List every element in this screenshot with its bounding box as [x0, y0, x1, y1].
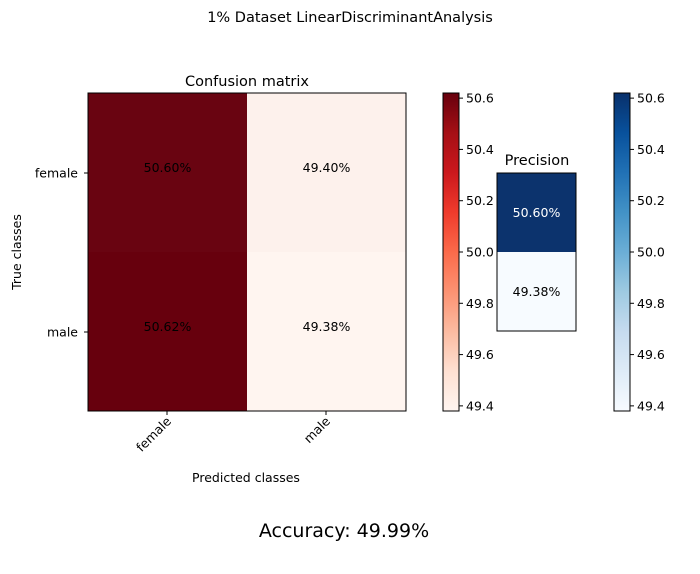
confusion-colorbar-ticks: 49.4 49.6 49.8 50.0 50.2 50.4 50.6: [459, 91, 494, 413]
precision-cell-1: [497, 252, 576, 331]
y-tick-label-female: female: [35, 166, 78, 181]
precision-colorbar-tick-label-6: 50.6: [637, 91, 665, 106]
precision-heatmap: 50.60% 49.38%: [497, 173, 576, 331]
confusion-colorbar-tick-label-0: 49.4: [466, 398, 494, 413]
confusion-colorbar-tick-label-4: 50.2: [466, 193, 494, 208]
confusion-matrix-title: Confusion matrix: [185, 74, 309, 90]
precision-colorbar-ticks: 49.4 49.6 49.8 50.0 50.2 50.4 50.6: [630, 91, 665, 413]
confusion-matrix-frame: [87, 92, 407, 412]
precision-cell-label-0: 50.60%: [513, 205, 561, 220]
precision-colorbar: [613, 92, 631, 412]
cm-cell-label-0-1: 49.40%: [303, 160, 351, 175]
cm-cell-1-1: [247, 252, 406, 411]
confusion-colorbar-tick-label-1: 49.6: [466, 347, 494, 362]
cm-cell-label-1-1: 49.38%: [303, 319, 351, 334]
precision-colorbar-tick-label-5: 50.4: [637, 142, 665, 157]
y-tick-label-male: male: [47, 325, 78, 340]
precision-title: Precision: [505, 153, 570, 169]
x-tick-label-female: female: [133, 413, 174, 454]
precision-colorbar-tick-label-1: 49.6: [637, 347, 665, 362]
x-axis-label: Predicted classes: [192, 470, 300, 485]
confusion-colorbar-tick-label-2: 49.8: [466, 296, 494, 311]
precision-colorbar-tick-label-0: 49.4: [637, 398, 665, 413]
confusion-colorbar: [442, 92, 460, 412]
precision-cell-0: [497, 173, 576, 252]
cm-cell-1-0: [88, 252, 247, 411]
cm-cell-0-1: [247, 93, 406, 252]
confusion-colorbar-tick-label-5: 50.4: [466, 142, 494, 157]
confusion-colorbar-tick-label-6: 50.6: [466, 91, 494, 106]
confusion-colorbar-tick-label-3: 50.0: [466, 245, 494, 260]
precision-frame: [496, 172, 577, 332]
cm-cell-label-0-0: 50.60%: [144, 160, 192, 175]
accuracy-label: Accuracy: 49.99%: [259, 520, 429, 542]
cm-cell-0-0: [88, 93, 247, 252]
precision-cell-label-1: 49.38%: [513, 284, 561, 299]
cm-cell-label-1-0: 50.62%: [144, 319, 192, 334]
x-tick-label-male: male: [301, 413, 334, 446]
precision-colorbar-tick-label-3: 50.0: [637, 245, 665, 260]
y-axis-label: True classes: [9, 214, 24, 291]
figure-suptitle: 1% Dataset LinearDiscriminantAnalysis: [207, 10, 493, 26]
precision-colorbar-tick-label-4: 50.2: [637, 193, 665, 208]
precision-colorbar-tick-label-2: 49.8: [637, 296, 665, 311]
confusion-matrix-heatmap: 50.60% 49.40% 50.62% 49.38%: [88, 93, 406, 411]
